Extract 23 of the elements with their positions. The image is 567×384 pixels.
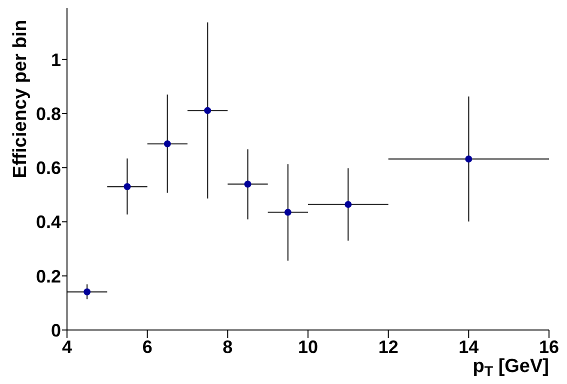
point (284, 208, 292, 216)
point (344, 200, 352, 208)
y-tick-label: 0.6 (36, 158, 61, 178)
point (164, 140, 171, 148)
y-tick-label: 1 (50, 50, 61, 70)
x-tick-label: 16 (538, 336, 560, 357)
y-axis-title: Efficiency per bin (10, 20, 31, 178)
point (244, 180, 252, 188)
point (465, 155, 472, 162)
x-tick-label: 6 (142, 336, 152, 357)
x-tick-label: 10 (298, 336, 318, 357)
x-tick-label: 14 (458, 336, 479, 357)
x-axis-title: p$_{T}$ [GeV] (472, 356, 549, 380)
x-tick-label: 8 (222, 336, 233, 357)
point (124, 183, 131, 190)
y-tick-label: 0.2 (36, 266, 61, 286)
x-tick-label: 4 (62, 336, 72, 357)
x-tick-label: 12 (378, 336, 398, 357)
point (204, 107, 212, 114)
y-tick-label: 0 (50, 320, 61, 340)
y-tick-label: 0.8 (36, 104, 61, 124)
y-tick-label: 0.4 (36, 212, 61, 232)
point (84, 288, 91, 296)
